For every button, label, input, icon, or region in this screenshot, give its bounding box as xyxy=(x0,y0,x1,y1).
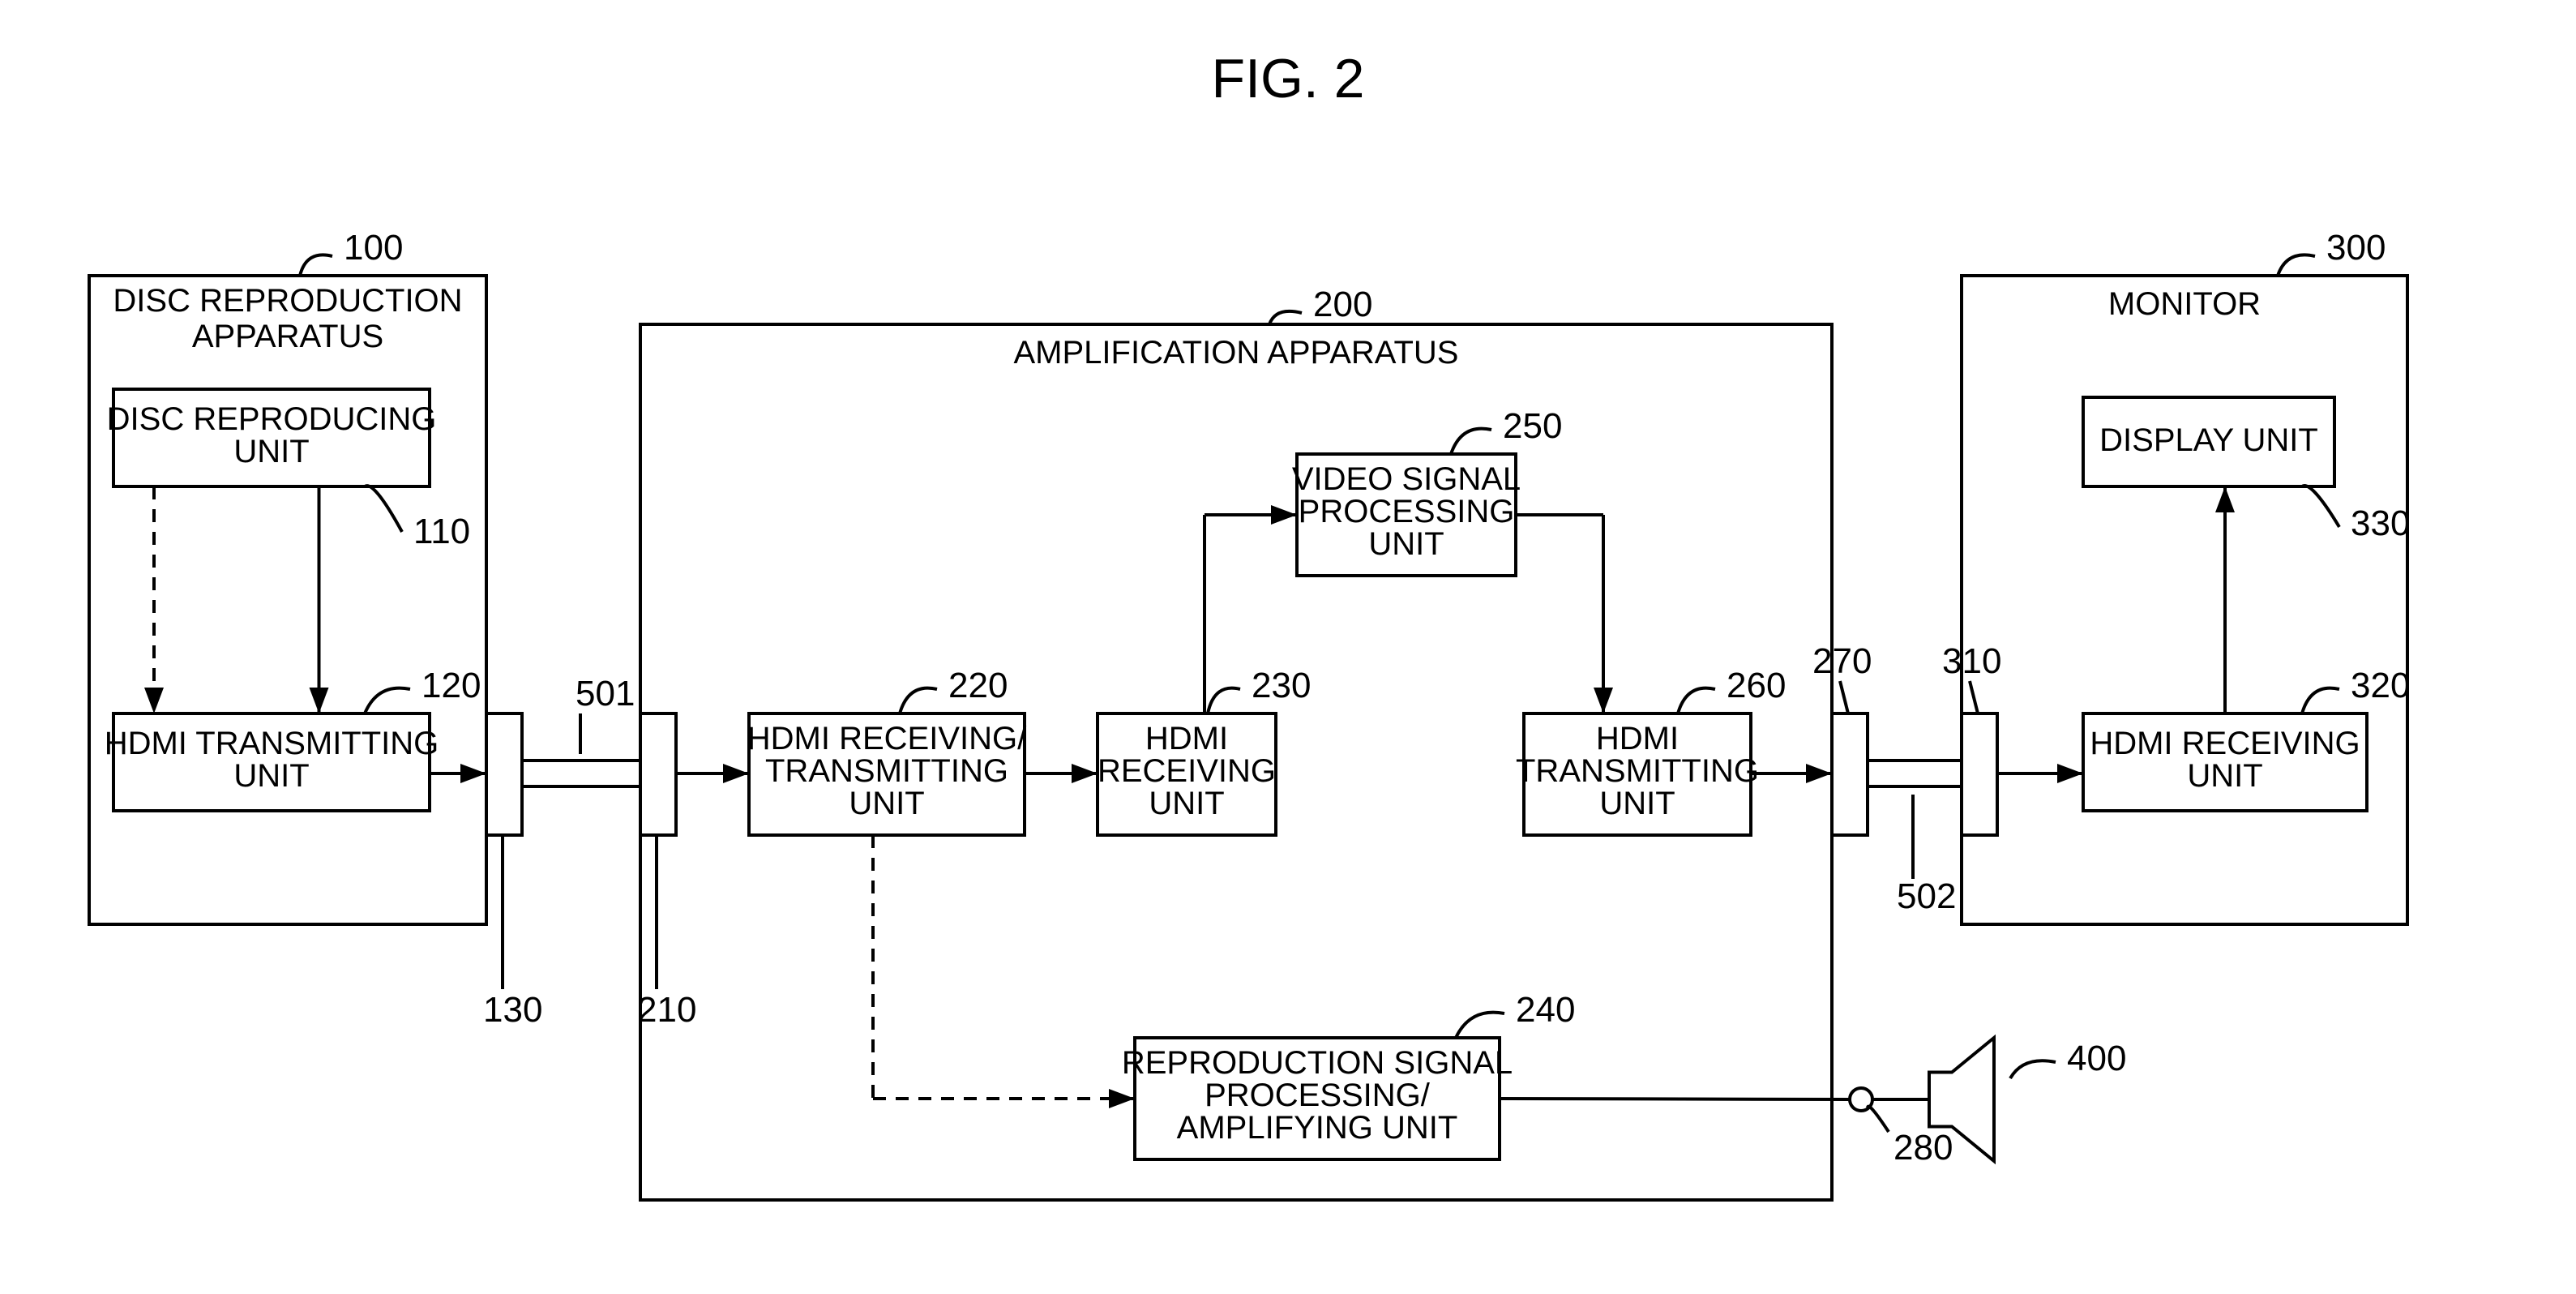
ref-501: 501 xyxy=(576,674,635,713)
label: UNIT xyxy=(1599,786,1675,821)
port-130 xyxy=(486,713,522,835)
label: DISC REPRODUCING xyxy=(107,401,437,437)
label: UNIT xyxy=(849,786,924,821)
cable-501 xyxy=(522,761,640,786)
leader xyxy=(300,255,332,276)
label: VIDEO SIGNAL xyxy=(1292,461,1521,497)
connection xyxy=(1840,681,1848,713)
label: AMPLIFICATION APPARATUS xyxy=(1014,335,1459,371)
label: RECEIVING xyxy=(1098,753,1276,789)
ref-230: 230 xyxy=(1252,666,1311,705)
label: HDMI TRANSMITTING xyxy=(105,726,439,761)
label: TRANSMITTING xyxy=(765,753,1008,789)
container-disc-reproduction-apparatus xyxy=(89,276,486,924)
label: HDMI xyxy=(1596,721,1679,756)
label: UNIT xyxy=(1368,526,1444,562)
ref-200: 200 xyxy=(1313,285,1372,324)
ref-250: 250 xyxy=(1503,406,1562,446)
port-270 xyxy=(1832,713,1868,835)
ref-120: 120 xyxy=(421,666,481,705)
ref-270: 270 xyxy=(1812,641,1872,681)
ref-502: 502 xyxy=(1897,876,1956,916)
label: HDMI RECEIVING xyxy=(2090,726,2360,761)
ref-100: 100 xyxy=(344,228,403,268)
cable-502 xyxy=(1868,761,1962,786)
port-210 xyxy=(640,713,676,835)
label: UNIT xyxy=(233,434,309,469)
label: DISC REPRODUCTION xyxy=(113,283,462,319)
label: APPARATUS xyxy=(192,319,383,354)
label: PROCESSING/ xyxy=(1205,1078,1431,1113)
label: FIG. 2 xyxy=(1212,48,1365,109)
port-310 xyxy=(1962,713,1997,835)
ref-310: 310 xyxy=(1942,641,2001,681)
label: UNIT xyxy=(233,758,309,794)
label: TRANSMITTING xyxy=(1516,753,1759,789)
ref-240: 240 xyxy=(1516,990,1575,1030)
ref-110: 110 xyxy=(413,512,470,551)
ref-130: 130 xyxy=(483,990,542,1030)
label: AMPLIFYING UNIT xyxy=(1177,1110,1458,1146)
leader xyxy=(1868,1107,1889,1132)
ref-260: 260 xyxy=(1727,666,1786,705)
label: HDMI xyxy=(1145,721,1228,756)
ref-220: 220 xyxy=(948,666,1008,705)
label: MONITOR xyxy=(2108,286,2261,322)
container-monitor xyxy=(1962,276,2407,924)
label: PROCESSING xyxy=(1299,494,1515,529)
label: DISPLAY UNIT xyxy=(2099,422,2318,458)
leader xyxy=(1269,311,1302,324)
ref-330: 330 xyxy=(2351,503,2410,543)
ref-320: 320 xyxy=(2351,666,2410,705)
leader xyxy=(2278,255,2315,276)
ref-400: 400 xyxy=(2067,1039,2126,1078)
ref-300: 300 xyxy=(2326,228,2386,268)
leader xyxy=(2010,1060,2056,1078)
ref-210: 210 xyxy=(637,990,696,1030)
label: HDMI RECEIVING/ xyxy=(747,721,1027,756)
label: UNIT xyxy=(1149,786,1224,821)
label: REPRODUCTION SIGNAL xyxy=(1122,1045,1513,1081)
label: UNIT xyxy=(2187,758,2262,794)
ref-280: 280 xyxy=(1893,1128,1953,1168)
